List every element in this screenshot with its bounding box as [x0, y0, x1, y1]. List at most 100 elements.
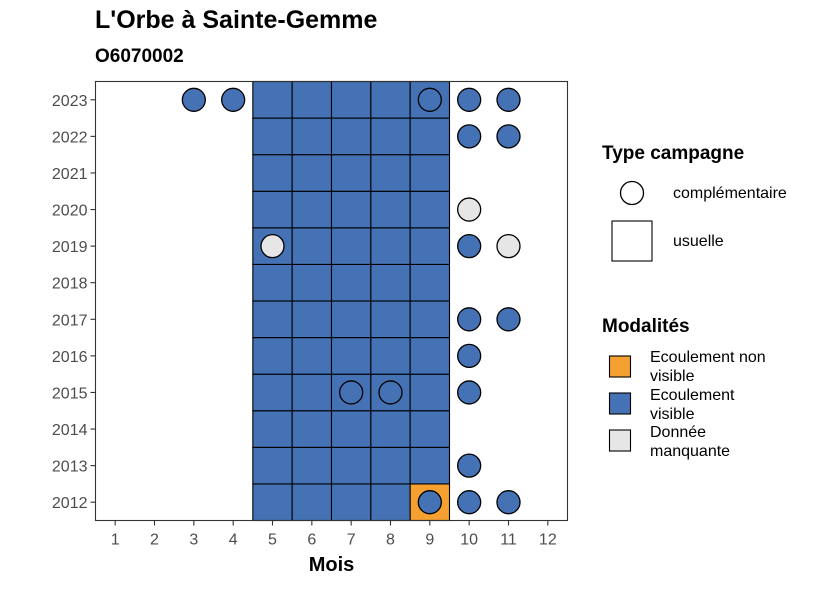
legend-type-usuelle: usuelle	[673, 233, 724, 250]
tile-2016-7	[330, 337, 372, 375]
tile-2015-5	[252, 373, 293, 412]
tile-2022-8	[370, 117, 411, 156]
y-tick-label-2021: 2021	[52, 166, 88, 183]
point-2022-10	[457, 124, 482, 149]
tile-2019-9	[409, 227, 451, 265]
tile-2023-7	[330, 80, 372, 119]
tile-2021-9	[409, 154, 451, 192]
point-2023-3	[181, 87, 206, 112]
tile-2017-6	[291, 300, 333, 339]
tile-2021-6	[291, 154, 333, 192]
tile-2020-7	[330, 190, 372, 229]
x-tick-label-10: 10	[460, 532, 478, 549]
y-tick-label-2020: 2020	[52, 203, 88, 220]
tile-2013-5	[252, 446, 293, 485]
x-tick-label-12: 12	[539, 532, 557, 549]
tile-2022-6	[291, 117, 333, 156]
x-tick-label-2: 2	[150, 532, 159, 549]
point-2015-8	[378, 380, 403, 405]
tile-2019-8	[370, 227, 411, 265]
point-2019-10	[457, 233, 482, 259]
tile-2013-9	[409, 446, 451, 485]
legend-key-visible	[608, 392, 632, 415]
tile-2021-8	[370, 154, 411, 192]
tile-2022-7	[330, 117, 372, 156]
legend-mod-manquante: Donnée manquante	[650, 424, 731, 460]
x-tick-label-6: 6	[307, 532, 316, 549]
tile-2017-8	[370, 300, 411, 339]
tile-2015-9	[409, 373, 451, 412]
tile-2019-6	[291, 227, 333, 265]
y-tick-label-2017: 2017	[52, 312, 88, 329]
tile-2015-6	[291, 373, 333, 412]
y-tick-label-2014: 2014	[52, 422, 88, 439]
tile-2018-9	[409, 263, 451, 302]
tile-2016-5	[252, 337, 293, 375]
tile-2020-5	[252, 190, 293, 229]
x-tick-label-9: 9	[425, 532, 434, 549]
legend-key-complementaire	[619, 180, 645, 206]
point-2023-11	[496, 87, 521, 112]
tile-2021-7	[330, 154, 372, 192]
point-2017-10	[457, 307, 482, 332]
tile-2023-6	[291, 80, 333, 119]
point-2019-11	[496, 233, 521, 259]
x-tick-label-1: 1	[111, 532, 120, 549]
x-tick-label-5: 5	[268, 532, 277, 549]
point-2023-10	[457, 87, 482, 112]
legend-modalites-title: Modalités	[602, 316, 690, 337]
tile-2014-9	[409, 410, 451, 448]
y-tick-label-2012: 2012	[52, 495, 88, 512]
tile-2020-9	[409, 190, 451, 229]
point-2023-4	[221, 87, 246, 112]
y-tick-label-2013: 2013	[52, 459, 88, 476]
point-2013-10	[457, 453, 482, 478]
tile-2016-9	[409, 337, 451, 375]
x-tick-label-4: 4	[229, 532, 238, 549]
y-tick-label-2023: 2023	[52, 93, 88, 110]
tile-2022-9	[409, 117, 451, 156]
x-tick-label-11: 11	[500, 532, 517, 549]
y-tick-label-2015: 2015	[52, 385, 88, 402]
tile-2021-5	[252, 154, 293, 192]
x-tick-label-8: 8	[386, 532, 395, 549]
point-2016-10	[457, 343, 482, 369]
tile-2017-7	[330, 300, 372, 339]
tile-2020-8	[370, 190, 411, 229]
tile-2013-6	[291, 446, 333, 485]
tile-2014-5	[252, 410, 293, 448]
legend-key-non_visible	[608, 355, 632, 378]
chart-subtitle: O6070002	[95, 46, 184, 67]
tile-2016-8	[370, 337, 411, 375]
x-tick-label-3: 3	[189, 532, 198, 549]
tile-2016-6	[291, 337, 333, 375]
tile-2020-6	[291, 190, 333, 229]
tile-2013-7	[330, 446, 372, 485]
point-2012-11	[496, 490, 521, 515]
tile-2018-6	[291, 263, 333, 302]
tile-2012-6	[291, 483, 333, 522]
legend-key-usuelle	[611, 220, 653, 262]
tile-2014-6	[291, 410, 333, 448]
tile-2012-7	[330, 483, 372, 522]
plot-border	[94, 80, 569, 522]
point-2023-9	[417, 87, 442, 112]
point-2015-7	[339, 380, 364, 405]
point-2020-10	[457, 197, 482, 222]
tile-2017-5	[252, 300, 293, 339]
legend-mod-non-visible: Ecoulement non visible	[650, 349, 766, 385]
point-2015-10	[457, 380, 482, 405]
legend-type-complementaire: complémentaire	[673, 185, 787, 202]
tile-2012-8	[370, 483, 411, 522]
x-tick-label-7: 7	[347, 532, 356, 549]
point-2022-11	[496, 124, 521, 149]
x-axis-label: Mois	[308, 554, 355, 576]
tile-2012-5	[252, 483, 293, 522]
tile-2017-9	[409, 300, 451, 339]
tile-2014-7	[330, 410, 372, 448]
legend-mod-visible: Ecoulement visible	[650, 387, 735, 423]
point-2012-9	[417, 490, 442, 515]
legend-key-manquante	[608, 429, 632, 452]
y-tick-label-2019: 2019	[52, 239, 88, 256]
